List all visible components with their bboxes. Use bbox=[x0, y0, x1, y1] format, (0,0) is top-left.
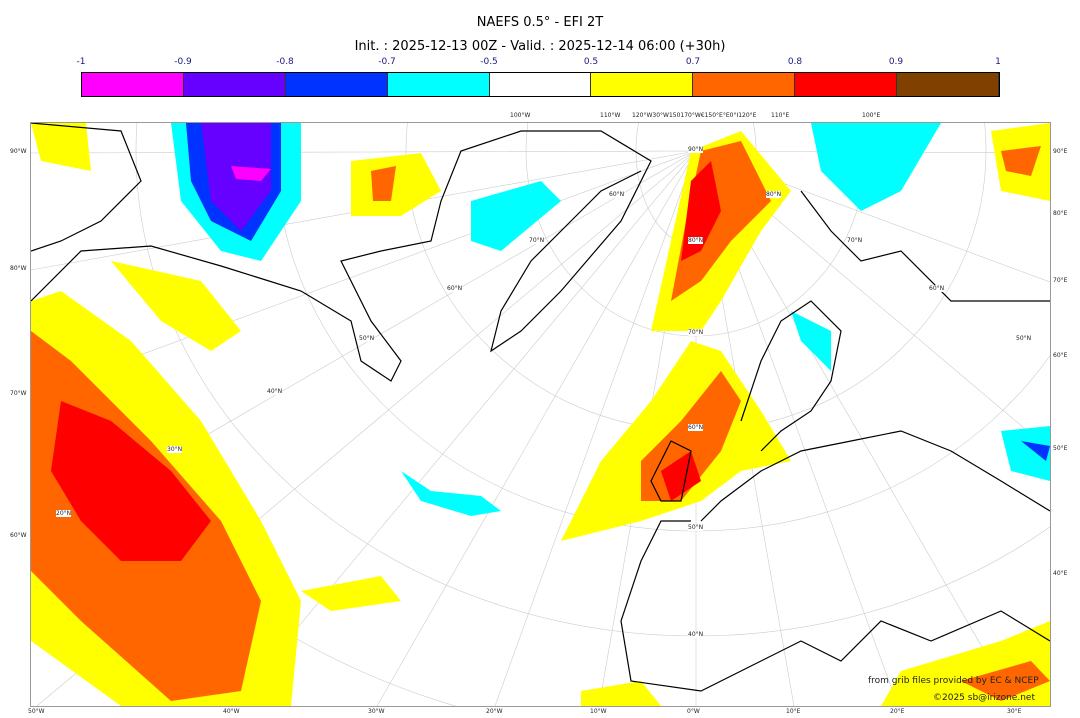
axis-label: 10°W bbox=[590, 708, 607, 715]
lat-label: 50°N bbox=[359, 335, 375, 342]
axis-label: 80°W bbox=[10, 265, 27, 272]
lat-label: 80°N bbox=[766, 191, 782, 198]
lat-label: 60°N bbox=[688, 424, 704, 431]
axis-label: 80°E bbox=[1053, 210, 1068, 217]
axis-label: 50°E bbox=[1053, 445, 1068, 452]
data-credit: from grib files provided by EC & NCEP bbox=[868, 676, 1039, 686]
lat-label: 70°N bbox=[847, 237, 863, 244]
colorbar-tick: -0.7 bbox=[378, 57, 396, 67]
lat-label: 50°N bbox=[1016, 335, 1032, 342]
axis-label: 120°W30°W150170°W€150°E°E0°I120°E bbox=[632, 112, 757, 119]
copyright: ©2025 sb@irizone.net bbox=[933, 693, 1035, 703]
colorbar-tick: -0.8 bbox=[276, 57, 294, 67]
colorbar bbox=[81, 72, 1000, 97]
colorbar-tick: -0.9 bbox=[174, 57, 192, 67]
axis-label: 110°W bbox=[600, 112, 621, 119]
colorbar-swatch bbox=[285, 73, 388, 96]
axis-label: 50°W bbox=[28, 708, 45, 715]
colorbar-tick: 1 bbox=[995, 57, 1001, 67]
axis-label: 30°E bbox=[1007, 708, 1022, 715]
axis-label: 10°E bbox=[786, 708, 801, 715]
map-area[interactable] bbox=[30, 122, 1051, 707]
colorbar-swatch bbox=[387, 73, 490, 96]
lat-label: 50°N bbox=[688, 524, 704, 531]
axis-label: 100°W bbox=[510, 112, 531, 119]
map-title: NAEFS 0.5° - EFI 2T bbox=[476, 15, 604, 30]
lat-label: 20°N bbox=[56, 510, 72, 517]
colorbar-swatch bbox=[693, 73, 796, 96]
lat-label: 60°N bbox=[447, 285, 463, 292]
efi-warm-anomaly bbox=[31, 123, 1050, 706]
axis-label: 40°E bbox=[1053, 570, 1068, 577]
lat-label: 70°N bbox=[688, 329, 704, 336]
axis-label: 90°W bbox=[10, 148, 27, 155]
colorbar-tick: 0.7 bbox=[685, 57, 701, 67]
axis-label: 30°W bbox=[368, 708, 385, 715]
lat-label: 80°N bbox=[688, 237, 704, 244]
colorbar-tick: 0.8 bbox=[787, 57, 803, 67]
axis-label: 60°W bbox=[10, 532, 27, 539]
colorbar-tick: 0.5 bbox=[583, 57, 599, 67]
colorbar-swatch bbox=[591, 73, 694, 96]
axis-label: 70°E bbox=[1053, 277, 1068, 284]
lat-label: 30°N bbox=[167, 446, 183, 453]
axis-label: 70°W bbox=[10, 390, 27, 397]
efi-cold-anomaly bbox=[171, 123, 1050, 516]
map-subtitle: Init. : 2025-12-13 00Z - Valid. : 2025-1… bbox=[354, 39, 726, 54]
axis-label: 40°W bbox=[223, 708, 240, 715]
colorbar-tick: 0.9 bbox=[888, 57, 904, 67]
colorbar-swatch bbox=[183, 73, 286, 96]
lat-label: 40°N bbox=[267, 388, 283, 395]
axis-label: 110°E bbox=[771, 112, 790, 119]
axis-label: 90°E bbox=[1053, 148, 1068, 155]
axis-label: 20°W bbox=[486, 708, 503, 715]
lat-label: 70°N bbox=[529, 237, 545, 244]
axis-label: 20°E bbox=[890, 708, 905, 715]
coastlines bbox=[31, 123, 1050, 692]
colorbar-swatch bbox=[795, 73, 898, 96]
axis-label: 0°W bbox=[687, 708, 700, 715]
lat-label: 60°N bbox=[929, 285, 945, 292]
lat-label: 40°N bbox=[688, 631, 704, 638]
colorbar-tick: -1 bbox=[76, 57, 86, 67]
colorbar-swatch bbox=[82, 73, 184, 96]
colorbar-swatch bbox=[897, 73, 1000, 96]
axis-label: 100°E bbox=[862, 112, 881, 119]
lat-label: 60°N bbox=[609, 191, 625, 198]
efi-map bbox=[31, 123, 1050, 706]
lat-label: 90°N bbox=[688, 146, 704, 153]
colorbar-swatch bbox=[489, 73, 592, 96]
axis-label: 60°E bbox=[1053, 352, 1068, 359]
colorbar-tick: -0.5 bbox=[480, 57, 498, 67]
